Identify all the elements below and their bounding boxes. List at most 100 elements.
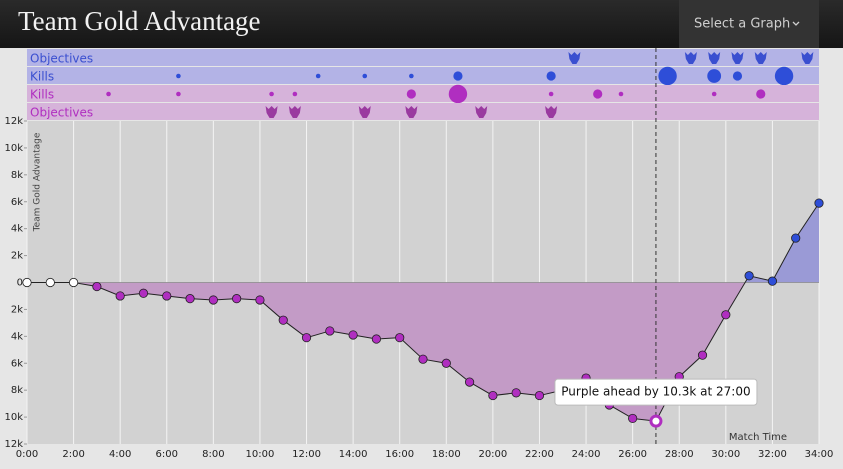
highlighted-point	[649, 414, 663, 428]
x-tick-label: 18:00	[432, 449, 461, 460]
kill-marker	[546, 71, 556, 81]
point	[45, 277, 55, 288]
kill-marker	[707, 69, 722, 83]
objective-icon	[288, 106, 301, 118]
x-tick-label: 32:00	[758, 449, 787, 460]
kill-marker	[315, 73, 321, 79]
y-tick-label: 6k	[11, 358, 23, 369]
point	[208, 295, 218, 305]
kill-marker	[593, 89, 603, 99]
track-label: Kills	[30, 88, 54, 102]
kill-marker	[732, 71, 743, 81]
kill-marker	[453, 71, 463, 81]
y-tick-label: 8k	[11, 170, 23, 181]
point	[395, 333, 405, 343]
kill-marker	[409, 73, 414, 79]
y-tick-label: 10k	[4, 143, 23, 154]
y-tick-label: 0	[17, 278, 23, 289]
track-band	[27, 103, 819, 120]
kill-marker	[658, 66, 677, 86]
x-tick-label: 0:00	[16, 449, 38, 460]
objective-icon	[801, 52, 814, 64]
y-tick-label: 12k	[4, 116, 23, 127]
kill-marker	[362, 73, 368, 79]
y-tick-label: 4k	[11, 224, 23, 235]
point	[464, 377, 475, 387]
x-tick-label: 16:00	[385, 449, 414, 460]
kill-marker	[292, 91, 298, 97]
x-axis-title: Match Time	[729, 432, 787, 443]
point	[138, 288, 149, 298]
point	[721, 310, 731, 320]
point	[418, 354, 428, 364]
point	[791, 233, 801, 243]
point	[278, 315, 288, 325]
x-tick-label: 20:00	[478, 449, 507, 460]
chevron	[792, 21, 800, 26]
x-tick-label: 6:00	[156, 449, 178, 460]
point	[255, 295, 265, 305]
point	[92, 281, 102, 292]
header-title: Team Gold Advantage	[18, 6, 261, 36]
y-tick-label: 4k	[11, 331, 23, 342]
objective-icon	[405, 106, 418, 118]
track-label: Objectives	[30, 52, 93, 66]
y-axis-title: Team Gold Advantage	[33, 132, 43, 232]
x-tick-label: 10:00	[246, 449, 275, 460]
kill-marker	[106, 91, 111, 97]
track-label: Kills	[30, 70, 54, 84]
kill-marker	[176, 73, 181, 79]
x-tick-label: 14:00	[339, 449, 368, 460]
point	[697, 350, 708, 360]
point	[744, 271, 754, 281]
objective-icon	[568, 52, 581, 64]
kill-marker	[756, 89, 766, 99]
point	[348, 330, 358, 340]
tooltip	[554, 378, 758, 406]
track-band	[27, 67, 819, 84]
graph-select-label[interactable]: Select a Graph	[694, 17, 790, 32]
x-tick-label: 30:00	[711, 449, 740, 460]
kill-marker	[269, 91, 274, 97]
x-tick-label: 24:00	[572, 449, 601, 460]
x-tick-label: 12:00	[292, 449, 321, 460]
point	[162, 291, 172, 301]
point	[441, 358, 451, 368]
x-tick-label: 22:00	[525, 449, 554, 460]
y-tick-label: 12k	[4, 439, 23, 450]
point	[534, 390, 545, 401]
point	[488, 390, 498, 401]
track-band	[27, 85, 819, 102]
point	[511, 388, 521, 398]
objective-icon	[708, 52, 721, 64]
x-tick-label: 4:00	[109, 449, 131, 460]
point	[301, 333, 312, 343]
point	[767, 276, 778, 286]
track-label: Objectives	[30, 106, 93, 120]
y-tick-label: 6k	[11, 197, 23, 208]
point	[325, 326, 335, 336]
point	[68, 277, 79, 288]
point	[371, 334, 382, 344]
y-tick-label: 2k	[11, 251, 23, 262]
point	[232, 294, 242, 304]
y-tick-label: 2k	[11, 304, 23, 315]
objective-icon	[684, 52, 697, 64]
objective-icon	[265, 106, 278, 118]
objective-icon	[475, 106, 488, 118]
point	[185, 294, 195, 304]
kill-marker	[448, 84, 468, 104]
point	[22, 277, 32, 288]
y-tick-label: 8k	[11, 385, 23, 396]
x-tick-label: 2:00	[62, 449, 84, 460]
tooltip-text: Purple ahead by 10.3k at 27:00	[561, 385, 750, 399]
kill-marker	[774, 66, 794, 86]
kill-marker	[618, 91, 624, 97]
objective-icon	[358, 106, 371, 118]
point	[628, 413, 638, 424]
x-tick-label: 28:00	[665, 449, 694, 460]
point	[115, 291, 125, 301]
kill-marker	[406, 89, 416, 99]
x-tick-label: 8:00	[202, 449, 224, 460]
